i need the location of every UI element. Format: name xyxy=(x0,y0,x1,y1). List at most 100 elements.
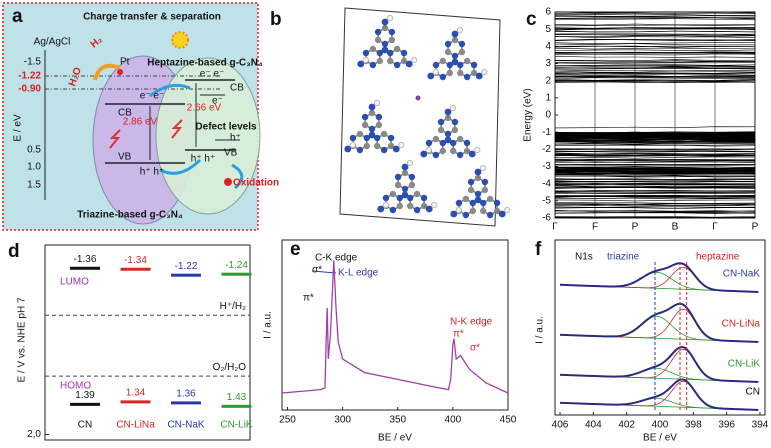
band-line xyxy=(554,161,756,163)
band-line xyxy=(554,185,756,187)
axis-title: BE / eV xyxy=(643,433,677,444)
tick-label: 6 xyxy=(545,7,551,18)
atom xyxy=(462,195,470,203)
band-line xyxy=(554,45,756,48)
value-label: 1.34 xyxy=(126,388,146,399)
axis-title: BE / eV xyxy=(378,433,412,444)
atom xyxy=(498,210,506,218)
value-label: -1.34 xyxy=(124,255,147,266)
band-line xyxy=(554,18,756,21)
value-label: -1.24 xyxy=(225,260,248,271)
band-line xyxy=(554,144,756,147)
envelope xyxy=(559,262,759,293)
atom xyxy=(374,36,382,44)
tick-label: 400 xyxy=(652,420,669,431)
material-label: Triazine-based g-C₃N₄ xyxy=(77,210,183,221)
annotation: C-K edge xyxy=(315,253,358,264)
band-line xyxy=(554,202,756,204)
atom xyxy=(451,52,459,60)
band-line xyxy=(554,62,756,64)
atom xyxy=(368,125,376,133)
atom xyxy=(344,145,352,153)
atom xyxy=(381,18,389,26)
band-line xyxy=(554,142,756,145)
atom xyxy=(415,95,421,101)
panel-label: c xyxy=(526,9,537,30)
sample-label: CN xyxy=(746,387,760,398)
tick-label: 404 xyxy=(585,420,602,431)
atom xyxy=(368,103,376,111)
band-line xyxy=(554,79,756,81)
atom xyxy=(349,134,357,142)
level xyxy=(70,402,100,406)
atom xyxy=(468,150,476,158)
structure xyxy=(344,14,511,219)
tick-label: 0 xyxy=(545,110,551,121)
band-line xyxy=(554,206,756,209)
atom xyxy=(375,121,383,129)
annotation: π* xyxy=(453,329,464,340)
atom xyxy=(420,194,428,202)
sample-label: CN-LiNa xyxy=(722,319,761,330)
band-line xyxy=(554,23,756,26)
oxidation-label: Oxidation xyxy=(233,178,279,189)
atom xyxy=(425,146,432,154)
atom xyxy=(408,181,416,189)
atom xyxy=(374,28,382,36)
tick-label: 400 xyxy=(445,415,462,426)
category-label: CN xyxy=(78,420,92,431)
atom xyxy=(361,113,369,121)
value-label: 1.36 xyxy=(176,389,196,400)
atom xyxy=(467,186,475,194)
atom xyxy=(456,151,464,159)
band-line xyxy=(554,59,756,62)
atom xyxy=(406,202,414,210)
band-line xyxy=(554,14,756,16)
panel-title: Charge transfer & separation xyxy=(83,12,221,23)
atom xyxy=(373,99,381,107)
band-line xyxy=(554,65,756,67)
tick-label: 402 xyxy=(618,420,635,431)
atom xyxy=(388,28,396,36)
atom xyxy=(373,134,381,142)
axis-title: I / a.u. xyxy=(535,316,546,344)
tick-label: 394 xyxy=(752,420,769,431)
atom xyxy=(382,201,389,209)
atom xyxy=(396,194,404,202)
band-line xyxy=(554,159,756,161)
panel-label: d xyxy=(8,241,20,262)
atom xyxy=(463,139,471,147)
atom xyxy=(427,72,435,80)
band-line xyxy=(554,159,756,162)
atom xyxy=(396,202,404,210)
atom xyxy=(481,68,488,76)
atom xyxy=(377,205,385,213)
axis-title: E / eV xyxy=(13,114,24,142)
axis-title: E / V vs. NHE pH 7 xyxy=(17,297,28,382)
tick-label: 350 xyxy=(389,415,406,426)
oxidation-site xyxy=(224,178,232,186)
annotation-line xyxy=(311,270,337,274)
atom xyxy=(437,118,445,126)
atom xyxy=(474,196,482,204)
tick-label: F xyxy=(592,222,598,233)
atom xyxy=(439,57,447,65)
sample-label: CN-LiK xyxy=(728,359,761,370)
tick-label: 2,0 xyxy=(27,429,41,440)
band-line xyxy=(554,199,756,202)
atom xyxy=(437,126,445,134)
band-line xyxy=(554,47,756,50)
atom xyxy=(400,49,408,57)
atom xyxy=(401,163,409,171)
atom xyxy=(389,190,397,198)
tick-label: 3 xyxy=(545,58,551,69)
band-line xyxy=(554,52,756,54)
atom xyxy=(446,69,454,77)
atom xyxy=(439,73,447,81)
band-line xyxy=(554,173,756,175)
band-line xyxy=(554,53,756,56)
atom xyxy=(375,113,383,121)
tick-label: 450 xyxy=(500,415,517,426)
band-line xyxy=(554,190,756,192)
pt-site xyxy=(117,69,123,75)
